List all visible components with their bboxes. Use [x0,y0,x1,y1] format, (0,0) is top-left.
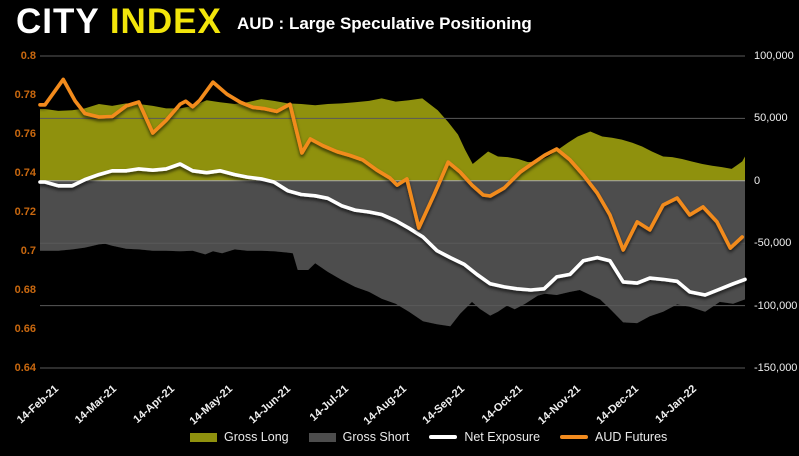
series-area-gross-short [40,180,745,327]
left-axis-tick-0.64: 0.64 [14,362,36,374]
left-axis-tick-0.8: 0.8 [20,50,36,62]
left-axis-tick-0.68: 0.68 [14,284,36,296]
left-axis-tick-0.78: 0.78 [14,89,36,101]
legend-item-aud-futures: AUD Futures [560,430,667,444]
right-axis-tick--100,000: -100,000 [754,299,798,312]
legend-label-gross-short: Gross Short [342,430,410,444]
city-index-logo: CITY INDEX [16,2,222,42]
left-axis-tick-0.66: 0.66 [14,323,36,335]
logo-city-text: CITY [16,2,100,41]
left-axis-tick-0.7: 0.7 [20,245,36,257]
legend-swatch-gross-long [190,432,217,442]
legend-label-aud-futures: AUD Futures [595,430,668,444]
legend-item-gross-long: Gross Long [190,430,289,444]
right-axis-tick--150,000: -150,000 [754,362,798,374]
line-series-group [38,77,747,297]
logo-index-text: INDEX [109,2,222,41]
right-axis-tick-50,000: 50,000 [754,112,788,125]
right-axis-tick-0: 0 [754,174,761,187]
legend-swatch-net-exposure [429,435,458,439]
legend-swatch-aud-futures [560,435,589,439]
chart-title: AUD : Large Speculative Positioning [237,14,532,33]
legend-swatch-gross-short [308,432,336,442]
legend-label-gross-long: Gross Long [224,430,289,444]
series-line-net-exposure [38,162,747,297]
left-axis-tick-0.72: 0.72 [14,206,36,218]
right-axis-tick-100,000: 100,000 [754,50,794,62]
area-series-group [40,98,745,327]
legend-item-gross-short: Gross Short [308,430,410,444]
left-axis-tick-0.76: 0.76 [14,128,36,140]
series-line-aud-futures [38,77,744,252]
legend-item-net-exposure: Net Exposure [429,430,540,444]
left-axis-tick-0.74: 0.74 [14,167,36,179]
chart-legend: Gross Long Gross Short Net Exposure AUD Fut… [190,430,667,444]
right-axis-tick--50,000: -50,000 [754,237,792,250]
legend-label-net-exposure: Net Exposure [464,430,541,444]
